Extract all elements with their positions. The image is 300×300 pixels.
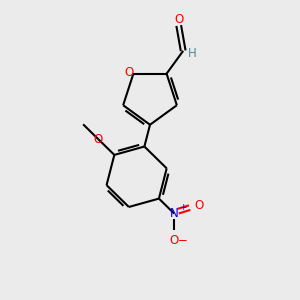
Text: H: H [188,47,197,60]
Text: O: O [124,66,134,79]
Text: −: − [178,234,188,248]
Text: +: + [179,202,186,211]
Text: O: O [94,133,103,146]
Text: O: O [169,234,179,248]
Text: N: N [170,207,178,220]
Text: O: O [174,13,183,26]
Text: O: O [195,199,204,212]
